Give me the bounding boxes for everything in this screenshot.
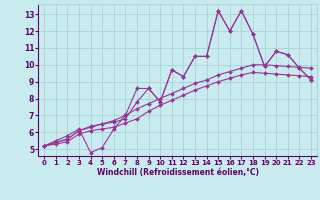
X-axis label: Windchill (Refroidissement éolien,°C): Windchill (Refroidissement éolien,°C) [97,168,259,177]
